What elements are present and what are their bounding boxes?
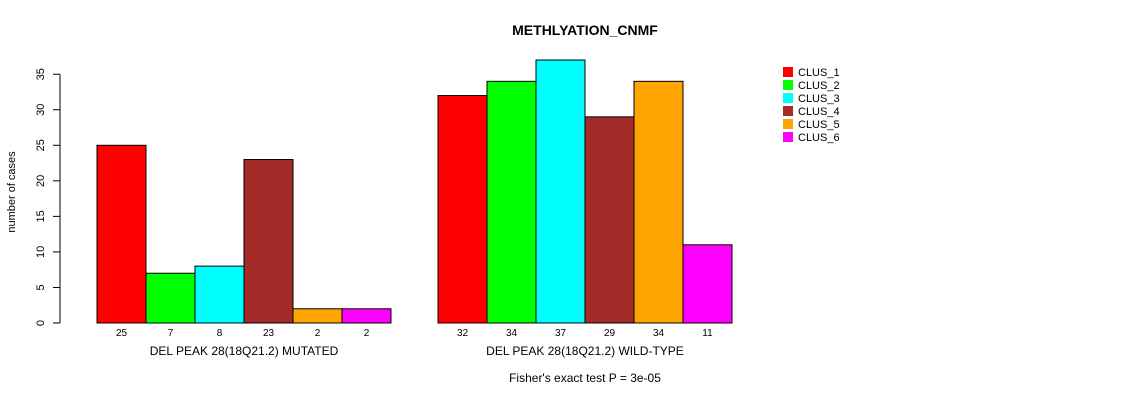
legend-label: CLUS_4 [798,106,840,118]
bar-count-label: 11 [702,328,713,339]
legend-label: CLUS_5 [798,119,840,131]
bar [682,244,733,324]
chart-title: METHLYATION_CNMF [512,22,658,38]
group-label: DEL PEAK 28(18Q21.2) MUTATED [150,344,339,358]
bar-count-label: 34 [653,328,665,339]
y-tick-label: 35 [35,68,47,80]
legend-swatch [783,80,793,90]
bar-count-label: 7 [168,328,174,339]
y-tick-label: 10 [35,246,47,258]
bar [486,80,537,324]
y-tick-label: 15 [35,210,47,222]
footnote: Fisher's exact test P = 3e-05 [509,371,661,385]
bar-count-label: 2 [315,328,321,339]
y-axis-label: number of cases [6,151,18,233]
y-tick-label: 0 [35,320,47,326]
bar [584,116,635,324]
bar [145,272,196,324]
bar [633,80,684,324]
y-tick-label: 5 [35,284,47,290]
bar-count-label: 8 [217,328,223,339]
bar [243,159,294,324]
legend-swatch [783,67,793,77]
legend-label: CLUS_3 [798,93,840,105]
legend-label: CLUS_2 [798,80,840,92]
bar-count-label: 25 [116,328,128,339]
bar-count-label: 23 [263,328,275,339]
legend-swatch [783,132,793,142]
legend-label: CLUS_1 [798,67,840,79]
legend-swatch [783,93,793,103]
legend-label: CLUS_6 [798,132,840,144]
bar [535,59,586,324]
bar-count-label: 32 [457,328,469,339]
y-tick-label: 20 [35,175,47,187]
bars: 25 7 8 23 2 2 DEL PEAK 28(18Q21.2) MUTATED 32 34… [96,59,733,358]
y-tick-label: 30 [35,104,47,116]
bar [96,144,147,324]
legend-swatch [783,119,793,129]
y-tick-label: 25 [35,139,47,151]
group-label: DEL PEAK 28(18Q21.2) WILD-TYPE [486,344,684,358]
legend-swatch [783,106,793,116]
bar-count-label: 29 [604,328,616,339]
bar [292,308,343,324]
bar [194,265,245,324]
y-axis: 0 5 10 15 20 25 30 35 [35,68,61,326]
bar-count-label: 34 [506,328,518,339]
bar-count-label: 2 [364,328,370,339]
bar-count-label: 37 [555,328,567,339]
bar [437,95,488,324]
bar [341,308,392,324]
